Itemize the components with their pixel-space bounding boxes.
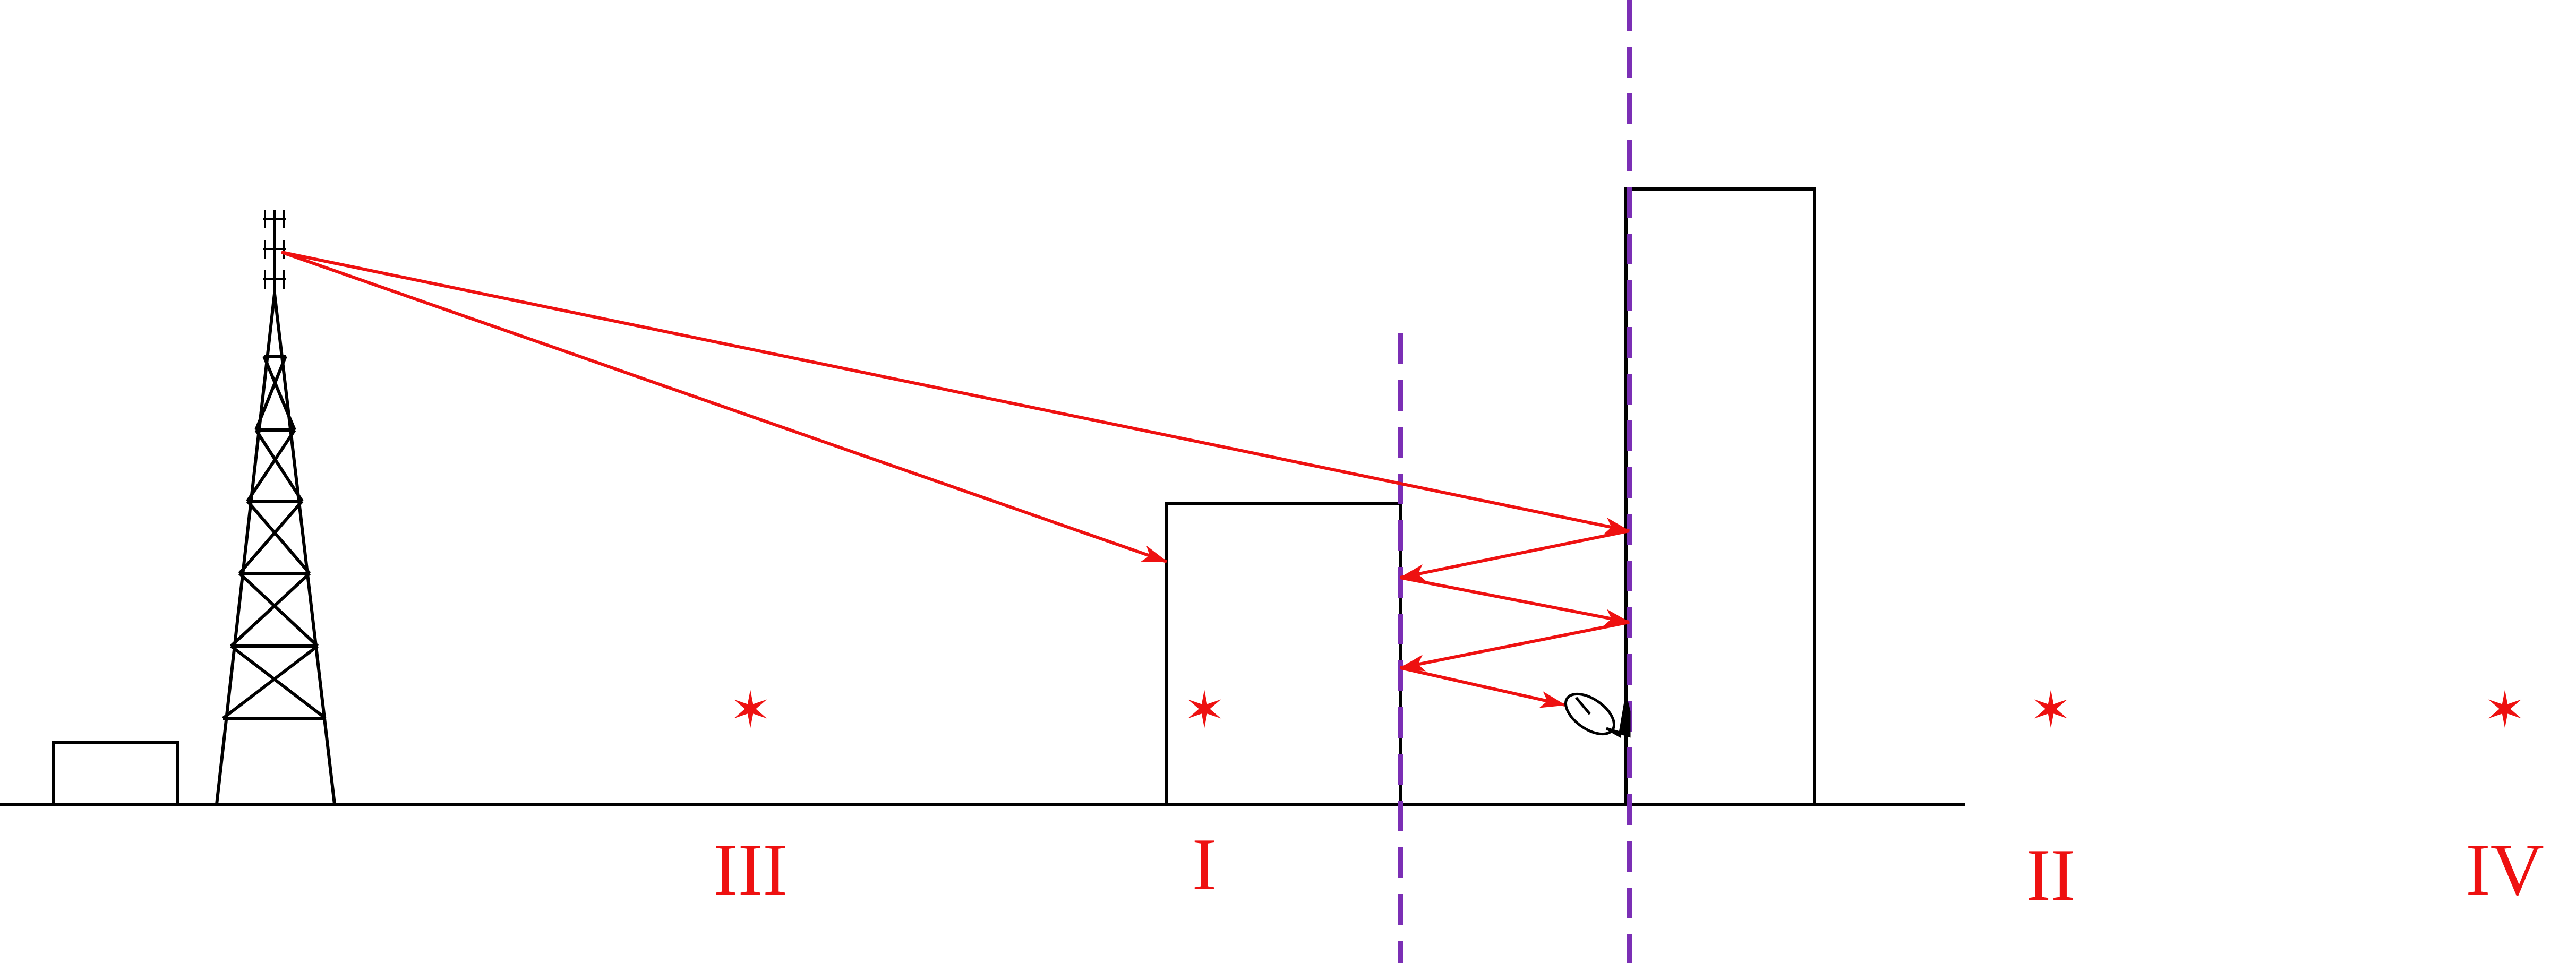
signal-reflection-4 <box>1400 666 1566 708</box>
marker-star: ✶ <box>2484 681 2526 740</box>
region-label-ii: II <box>2026 834 2075 916</box>
low-building <box>1165 502 1402 806</box>
small-building <box>52 741 179 806</box>
signal-ray-to-low-building <box>281 251 1168 563</box>
signal-reflection-3 <box>1399 621 1630 672</box>
signal-ray-direct <box>281 251 1630 535</box>
satellite-dish-icon <box>1564 692 1631 738</box>
signal-reflection-2 <box>1400 576 1630 626</box>
signal-reflection-1 <box>1399 529 1630 581</box>
region-label-iv: IV <box>2466 829 2544 911</box>
marker-star: ✶ <box>1183 681 1226 740</box>
cell-tower-icon <box>215 210 336 805</box>
tall-building <box>1624 187 1816 806</box>
marker-star: ✶ <box>2030 681 2072 740</box>
region-label-iii: III <box>713 829 788 911</box>
marker-star: ✶ <box>729 681 772 740</box>
region-label-i: I <box>1192 823 1217 906</box>
